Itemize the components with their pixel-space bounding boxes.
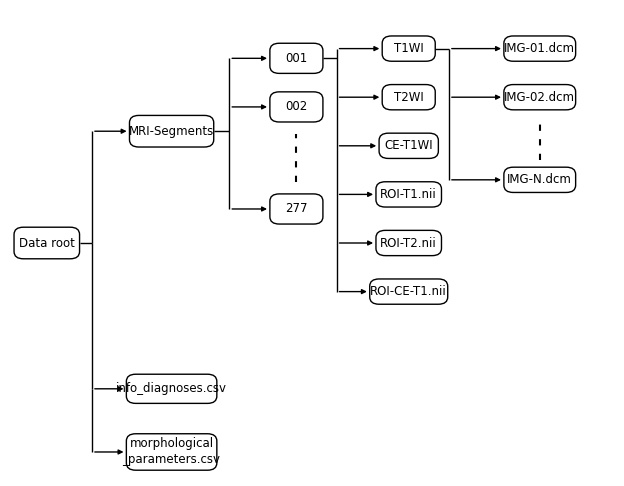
Text: T1WI: T1WI bbox=[394, 42, 424, 55]
FancyBboxPatch shape bbox=[379, 133, 438, 158]
Text: T2WI: T2WI bbox=[394, 91, 424, 104]
FancyBboxPatch shape bbox=[126, 434, 217, 470]
FancyBboxPatch shape bbox=[376, 230, 442, 256]
Text: IMG-N.dcm: IMG-N.dcm bbox=[507, 174, 572, 186]
Text: 001: 001 bbox=[285, 52, 308, 65]
FancyBboxPatch shape bbox=[382, 36, 436, 61]
Text: ROI-T2.nii: ROI-T2.nii bbox=[381, 237, 437, 249]
Text: info_diagnoses.csv: info_diagnoses.csv bbox=[116, 382, 227, 395]
FancyBboxPatch shape bbox=[126, 374, 217, 403]
Text: morphological
_parameters.csv: morphological _parameters.csv bbox=[122, 437, 221, 467]
Text: Data root: Data root bbox=[19, 237, 75, 249]
Text: IMG-01.dcm: IMG-01.dcm bbox=[504, 42, 575, 55]
FancyBboxPatch shape bbox=[504, 85, 575, 110]
Text: 002: 002 bbox=[285, 101, 308, 113]
FancyBboxPatch shape bbox=[270, 43, 323, 73]
Text: ROI-T1.nii: ROI-T1.nii bbox=[381, 188, 437, 201]
FancyBboxPatch shape bbox=[504, 36, 575, 61]
Text: MRI-Segments: MRI-Segments bbox=[129, 125, 214, 138]
FancyBboxPatch shape bbox=[504, 167, 575, 192]
Text: 277: 277 bbox=[285, 203, 308, 215]
FancyBboxPatch shape bbox=[270, 194, 323, 224]
FancyBboxPatch shape bbox=[382, 85, 436, 110]
Text: ROI-CE-T1.nii: ROI-CE-T1.nii bbox=[371, 285, 447, 298]
FancyBboxPatch shape bbox=[369, 279, 448, 304]
FancyBboxPatch shape bbox=[376, 182, 442, 207]
Text: IMG-02.dcm: IMG-02.dcm bbox=[504, 91, 575, 104]
FancyBboxPatch shape bbox=[270, 92, 323, 122]
Text: CE-T1WI: CE-T1WI bbox=[384, 139, 433, 152]
FancyBboxPatch shape bbox=[14, 227, 80, 259]
FancyBboxPatch shape bbox=[130, 116, 213, 147]
